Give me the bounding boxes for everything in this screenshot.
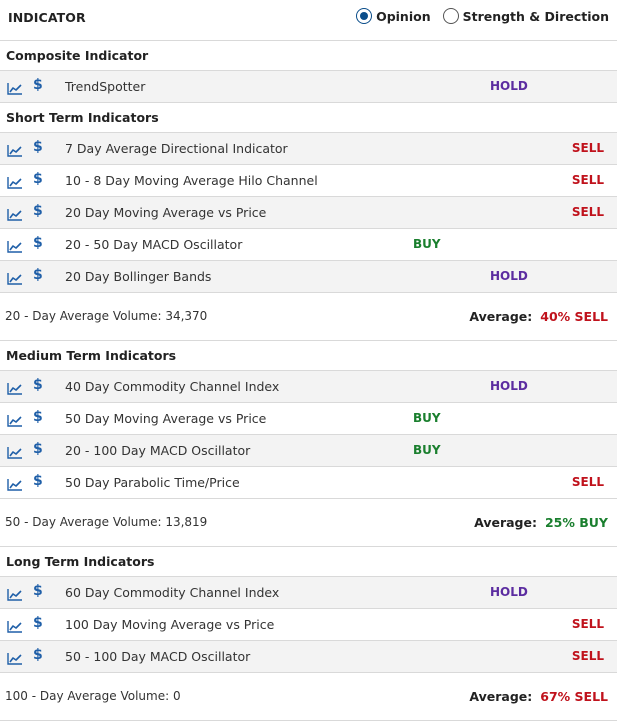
section-summary: 20 - Day Average Volume: 34,370 Average: 4… (0, 293, 617, 341)
indicator-row: $60 Day Commodity Channel Index HOLD (0, 577, 617, 609)
indicator-row: $50 Day Moving Average vs Price BUY (0, 403, 617, 435)
indicator-name: 50 Day Moving Average vs Price (65, 411, 267, 426)
line-chart-icon[interactable] (7, 586, 23, 601)
opinion-radio[interactable]: Opinion (356, 8, 431, 24)
indicator-header: INDICATOR Opinion Strength & Direction (0, 0, 617, 41)
average-opinion: Average: 25% BUY (474, 515, 608, 530)
dollar-icon[interactable]: $ (33, 441, 43, 457)
section-title-medium-term-indicators: Medium Term Indicators (0, 341, 617, 371)
strength-direction-radio-label[interactable]: Strength & Direction (462, 8, 609, 24)
indicator-row: $20 Day Moving Average vs Price SELL (0, 197, 617, 229)
indicator-title: INDICATOR (8, 10, 86, 25)
signal-sell: SELL (571, 617, 604, 631)
dollar-icon[interactable]: $ (33, 171, 43, 187)
dollar-icon[interactable]: $ (33, 615, 43, 631)
indicator-row: $20 Day Bollinger Bands HOLD (0, 261, 617, 293)
dollar-icon[interactable]: $ (33, 235, 43, 251)
section-title-long-term-indicators: Long Term Indicators (0, 547, 617, 577)
indicator-name: 20 Day Moving Average vs Price (65, 205, 267, 220)
indicator-row: $20 - 50 Day MACD Oscillator BUY (0, 229, 617, 261)
signal-sell: SELL (571, 649, 604, 663)
radio-unselected-icon[interactable] (442, 8, 459, 24)
average-value: 67% SELL (540, 689, 608, 704)
section-summary: 100 - Day Average Volume: 0 Average: 67% S… (0, 673, 617, 721)
dollar-icon[interactable]: $ (33, 473, 43, 489)
indicator-name: TrendSpotter (65, 79, 146, 94)
section-title-composite-indicator: Composite Indicator (0, 41, 617, 71)
indicator-name: 7 Day Average Directional Indicator (65, 141, 288, 156)
indicator-name: 60 Day Commodity Channel Index (65, 585, 280, 600)
dollar-icon[interactable]: $ (33, 77, 43, 93)
line-chart-icon[interactable] (7, 412, 23, 427)
average-volume: 20 - Day Average Volume: 34,370 (5, 309, 208, 323)
signal-buy: BUY (413, 411, 441, 425)
signal-buy: BUY (413, 443, 441, 457)
line-chart-icon[interactable] (7, 618, 23, 633)
section-summary: 50 - Day Average Volume: 13,819 Average: 2… (0, 499, 617, 547)
section-title-short-term-indicators: Short Term Indicators (0, 103, 617, 133)
signal-buy: BUY (413, 237, 441, 251)
view-mode-radio-group: Opinion Strength & Direction (344, 8, 609, 24)
indicator-name: 50 - 100 Day MACD Oscillator (65, 649, 251, 664)
line-chart-icon[interactable] (7, 142, 23, 157)
signal-hold: HOLD (490, 585, 528, 599)
indicator-sections: Composite Indicator $ TrendSpotter HOLD Shor… (0, 41, 617, 721)
indicator-name: 20 - 50 Day MACD Oscillator (65, 237, 243, 252)
signal-sell: SELL (571, 173, 604, 187)
line-chart-icon[interactable] (7, 206, 23, 221)
indicator-row: $100 Day Moving Average vs Price SELL (0, 609, 617, 641)
opinion-radio-label[interactable]: Opinion (376, 8, 431, 24)
dollar-icon[interactable]: $ (33, 267, 43, 283)
signal-hold: HOLD (490, 79, 528, 93)
dollar-icon[interactable]: $ (33, 409, 43, 425)
indicator-row: $50 Day Parabolic Time/Price SELL (0, 467, 617, 499)
line-chart-icon[interactable] (7, 174, 23, 189)
average-value: 25% BUY (544, 515, 608, 530)
indicator-name: 100 Day Moving Average vs Price (65, 617, 275, 632)
dollar-icon[interactable]: $ (33, 139, 43, 155)
strength-direction-radio[interactable]: Strength & Direction (442, 8, 609, 24)
average-volume: 50 - Day Average Volume: 13,819 (5, 515, 208, 529)
dollar-icon[interactable]: $ (33, 203, 43, 219)
average-opinion: Average: 67% SELL (469, 689, 608, 704)
indicator-row: $7 Day Average Directional Indicator SELL (0, 133, 617, 165)
line-chart-icon[interactable] (7, 238, 23, 253)
indicator-name: 10 - 8 Day Moving Average Hilo Channel (65, 173, 318, 188)
dollar-icon[interactable]: $ (33, 583, 43, 599)
line-chart-icon[interactable] (7, 270, 23, 285)
average-label: Average: (469, 309, 533, 324)
signal-hold: HOLD (490, 379, 528, 393)
signal-hold: HOLD (490, 269, 528, 283)
indicator-name: 40 Day Commodity Channel Index (65, 379, 280, 394)
radio-selected-icon[interactable] (356, 8, 373, 24)
indicator-name: 20 Day Bollinger Bands (65, 269, 212, 284)
indicator-row: $40 Day Commodity Channel Index HOLD (0, 371, 617, 403)
line-chart-icon[interactable] (7, 380, 23, 395)
indicator-row: $10 - 8 Day Moving Average Hilo Channel S… (0, 165, 617, 197)
signal-sell: SELL (571, 205, 604, 219)
average-opinion: Average: 40% SELL (469, 309, 608, 324)
average-value: 40% SELL (540, 309, 608, 324)
line-chart-icon[interactable] (7, 650, 23, 665)
indicator-row: $20 - 100 Day MACD Oscillator BUY (0, 435, 617, 467)
line-chart-icon[interactable] (7, 444, 23, 459)
average-label: Average: (474, 515, 537, 530)
indicator-name: 50 Day Parabolic Time/Price (65, 475, 240, 490)
dollar-icon[interactable]: $ (33, 647, 43, 663)
average-label: Average: (469, 689, 533, 704)
signal-sell: SELL (571, 475, 604, 489)
indicator-name: 20 - 100 Day MACD Oscillator (65, 443, 251, 458)
line-chart-icon[interactable] (7, 476, 23, 491)
dollar-icon[interactable]: $ (33, 377, 43, 393)
indicator-row: $50 - 100 Day MACD Oscillator SELL (0, 641, 617, 673)
indicator-row: $ TrendSpotter HOLD (0, 71, 617, 103)
signal-sell: SELL (571, 141, 604, 155)
average-volume: 100 - Day Average Volume: 0 (5, 689, 181, 703)
line-chart-icon[interactable] (7, 80, 23, 95)
